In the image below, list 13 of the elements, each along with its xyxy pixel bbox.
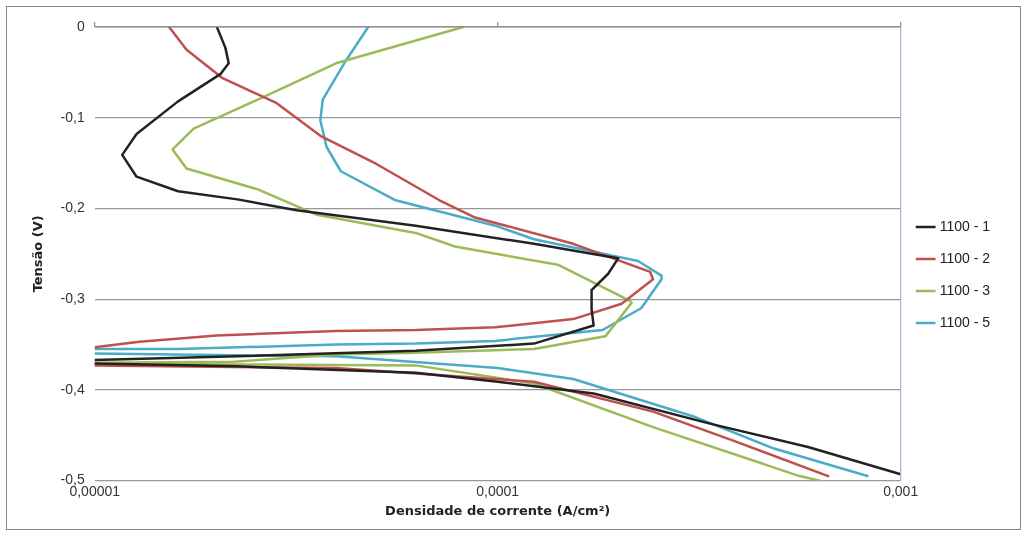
x-tick-label: 0,0001 [476,482,520,499]
y-tick-label: -0,4 [60,380,85,397]
x-axis-title: Densidade de corrente (A/cm²) [385,502,611,518]
legend-label: 1100 - 5 [939,313,991,330]
y-tick-label: -0,3 [60,290,85,307]
y-tick-label: 0 [76,17,85,34]
y-tick-label: -0,2 [60,199,85,216]
x-tick-label: 0,001 [883,482,919,499]
y-tick-label: -0,1 [60,108,85,125]
legend-label: 1100 - 3 [939,281,991,298]
legend-label: 1100 - 2 [939,249,991,266]
legend-label: 1100 - 1 [939,217,991,234]
y-axis-title: Tensão (V) [30,215,46,293]
